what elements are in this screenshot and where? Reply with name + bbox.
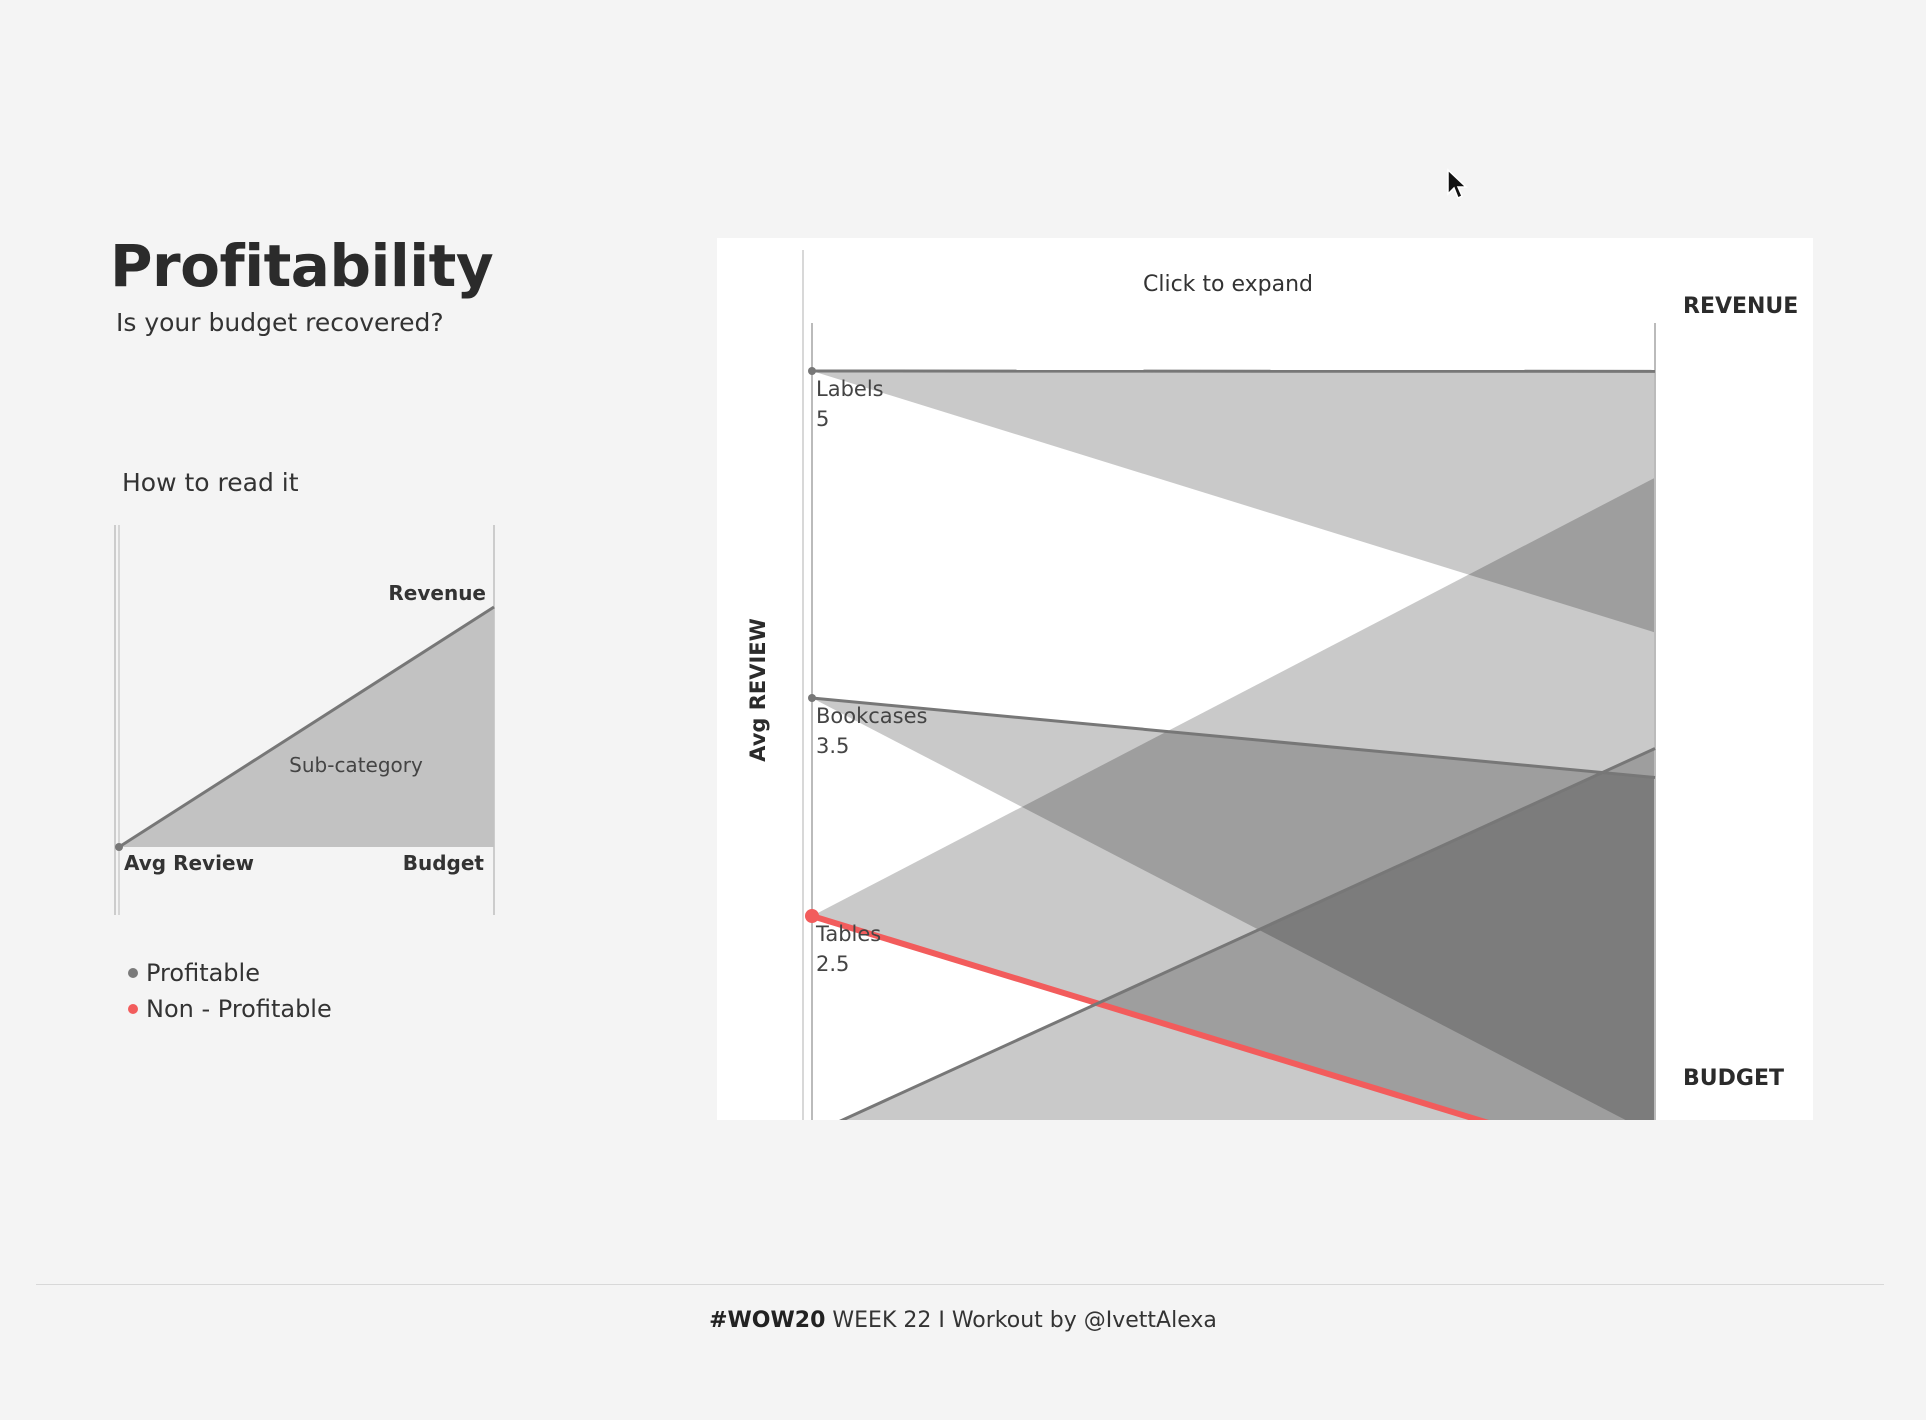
avg-review-axis-label: Avg REVIEW	[746, 618, 770, 762]
guide-budget-label: Budget	[403, 851, 485, 875]
item-name-label: Tables	[815, 922, 881, 946]
guide-line	[118, 605, 495, 849]
budget-axis-label: BUDGET	[1683, 1066, 1784, 1091]
footer-tag: #WOW20	[709, 1308, 826, 1333]
legend-label: Profitable	[146, 959, 260, 987]
guide-subcategory-label: Sub-category	[289, 753, 423, 777]
line-chairs[interactable]	[811, 747, 1656, 1136]
footer: #WOW20 WEEK 22 I Workout by @IvettAlexa	[0, 1308, 1926, 1333]
item-review-label: 3.5	[816, 734, 849, 758]
non-profitable-dot-icon	[128, 1004, 138, 1014]
item-name-label: Labels	[816, 377, 884, 401]
item-review-label: 5	[816, 407, 829, 431]
legend-item-non-profitable[interactable]: Non - Profitable	[128, 991, 332, 1027]
how-to-read-heading: How to read it	[122, 468, 299, 497]
footer-divider	[36, 1284, 1884, 1285]
guide-point	[115, 843, 123, 851]
profitable-dot-icon	[128, 968, 138, 978]
guide-avg-review-label: Avg Review	[124, 851, 254, 875]
item-name-label: Bookcases	[816, 704, 927, 728]
band-bookcases[interactable]	[812, 698, 1655, 1136]
band-tables[interactable]	[812, 477, 1655, 1174]
item-review-label: 2.5	[816, 952, 849, 976]
mouse-cursor-icon	[1447, 168, 1468, 200]
how-to-read-diagram: Revenue Avg Review Budget Sub-category	[114, 525, 495, 915]
page-subtitle: Is your budget recovered?	[116, 308, 444, 337]
legend-label: Non - Profitable	[146, 995, 332, 1023]
legend-item-profitable[interactable]: Profitable	[128, 955, 332, 991]
chart-title[interactable]: Click to expand	[1143, 272, 1313, 297]
point-tables[interactable]	[805, 909, 819, 923]
line-bookcases[interactable]	[811, 696, 1656, 779]
revenue-axis-label: REVENUE	[1683, 294, 1798, 319]
footer-credit: WEEK 22 I Workout by @IvettAlexa	[825, 1308, 1217, 1333]
point-bookcases[interactable]	[808, 694, 816, 702]
page-title: Profitability	[110, 232, 494, 300]
guide-revenue-label: Revenue	[388, 581, 486, 605]
point-labels[interactable]	[808, 367, 816, 375]
legend: Profitable Non - Profitable	[128, 955, 332, 1027]
band-labels[interactable]	[812, 371, 1655, 633]
